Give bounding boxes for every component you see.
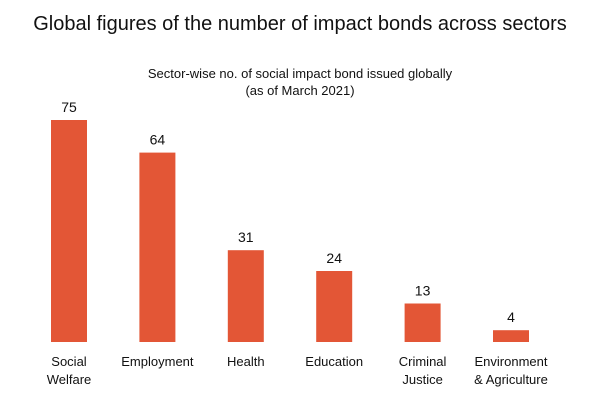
category-label-line: Criminal <box>399 354 447 369</box>
data-label-social-welfare: 75 <box>61 99 77 115</box>
data-label-criminal-justice: 13 <box>415 283 431 299</box>
category-label-health: Health <box>227 354 265 369</box>
data-label-health: 31 <box>238 229 254 245</box>
bars-layer: 75 Social Welfare 64 Employment 31 Health 24 Edu… <box>47 99 548 387</box>
category-label-line: & Agriculture <box>474 372 548 387</box>
bar-employment <box>139 152 176 342</box>
category-label-education: Education <box>305 354 363 369</box>
chart-subtitle: (as of March 2021) <box>245 83 354 98</box>
bar-criminal-justice <box>404 303 441 342</box>
chart-title: Sector-wise no. of social impact bond is… <box>148 66 453 81</box>
category-label-environment-and-agriculture: Environment & Agriculture <box>474 354 548 387</box>
category-label-line: Welfare <box>47 372 92 387</box>
category-label-line: Employment <box>121 354 194 369</box>
category-label-line: Justice <box>402 372 442 387</box>
bar-education <box>316 271 353 342</box>
category-label-criminal-justice: Criminal Justice <box>399 354 447 387</box>
category-label-line: Environment <box>475 354 548 369</box>
chart-heading: Global figures of the number of impact b… <box>33 13 567 35</box>
data-label-environment-and-agriculture: 4 <box>507 309 515 325</box>
category-label-employment: Employment <box>121 354 194 369</box>
data-label-employment: 64 <box>150 132 166 148</box>
category-label-line: Health <box>227 354 265 369</box>
category-label-social-welfare: Social Welfare <box>47 354 92 387</box>
category-label-line: Education <box>305 354 363 369</box>
bar-social-welfare <box>51 120 87 342</box>
data-label-education: 24 <box>326 250 342 266</box>
bar-health <box>227 250 264 342</box>
bar-environment-and-agriculture <box>493 330 529 342</box>
category-label-line: Social <box>51 354 87 369</box>
